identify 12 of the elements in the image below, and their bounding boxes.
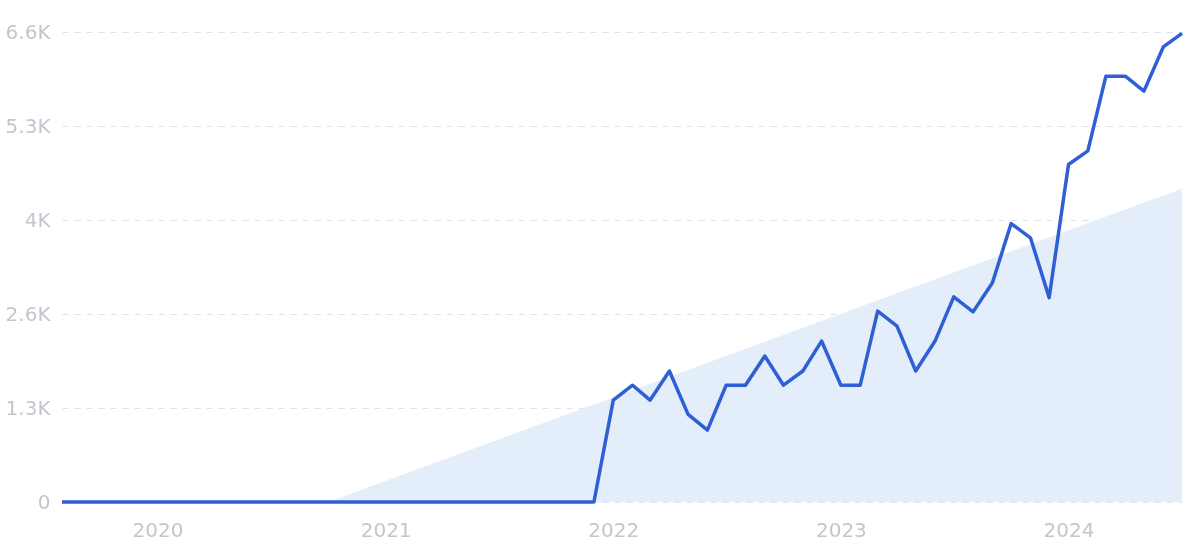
y-tick-label: 1.3K <box>5 395 52 420</box>
x-tick-label: 2024 <box>1043 517 1095 542</box>
x-tick-label: 2020 <box>132 517 184 542</box>
y-tick-label: 6.6K <box>5 19 52 44</box>
y-tick-label: 2.6K <box>5 301 52 326</box>
x-tick-label: 2023 <box>815 517 867 542</box>
x-tick-label: 2022 <box>588 517 640 542</box>
line-series <box>60 31 1184 504</box>
y-tick-label: 0 <box>37 489 51 514</box>
y-tick-label: 5.3K <box>5 113 52 138</box>
y-tick-label: 4K <box>24 207 52 232</box>
x-tick-label: 2021 <box>360 517 412 542</box>
